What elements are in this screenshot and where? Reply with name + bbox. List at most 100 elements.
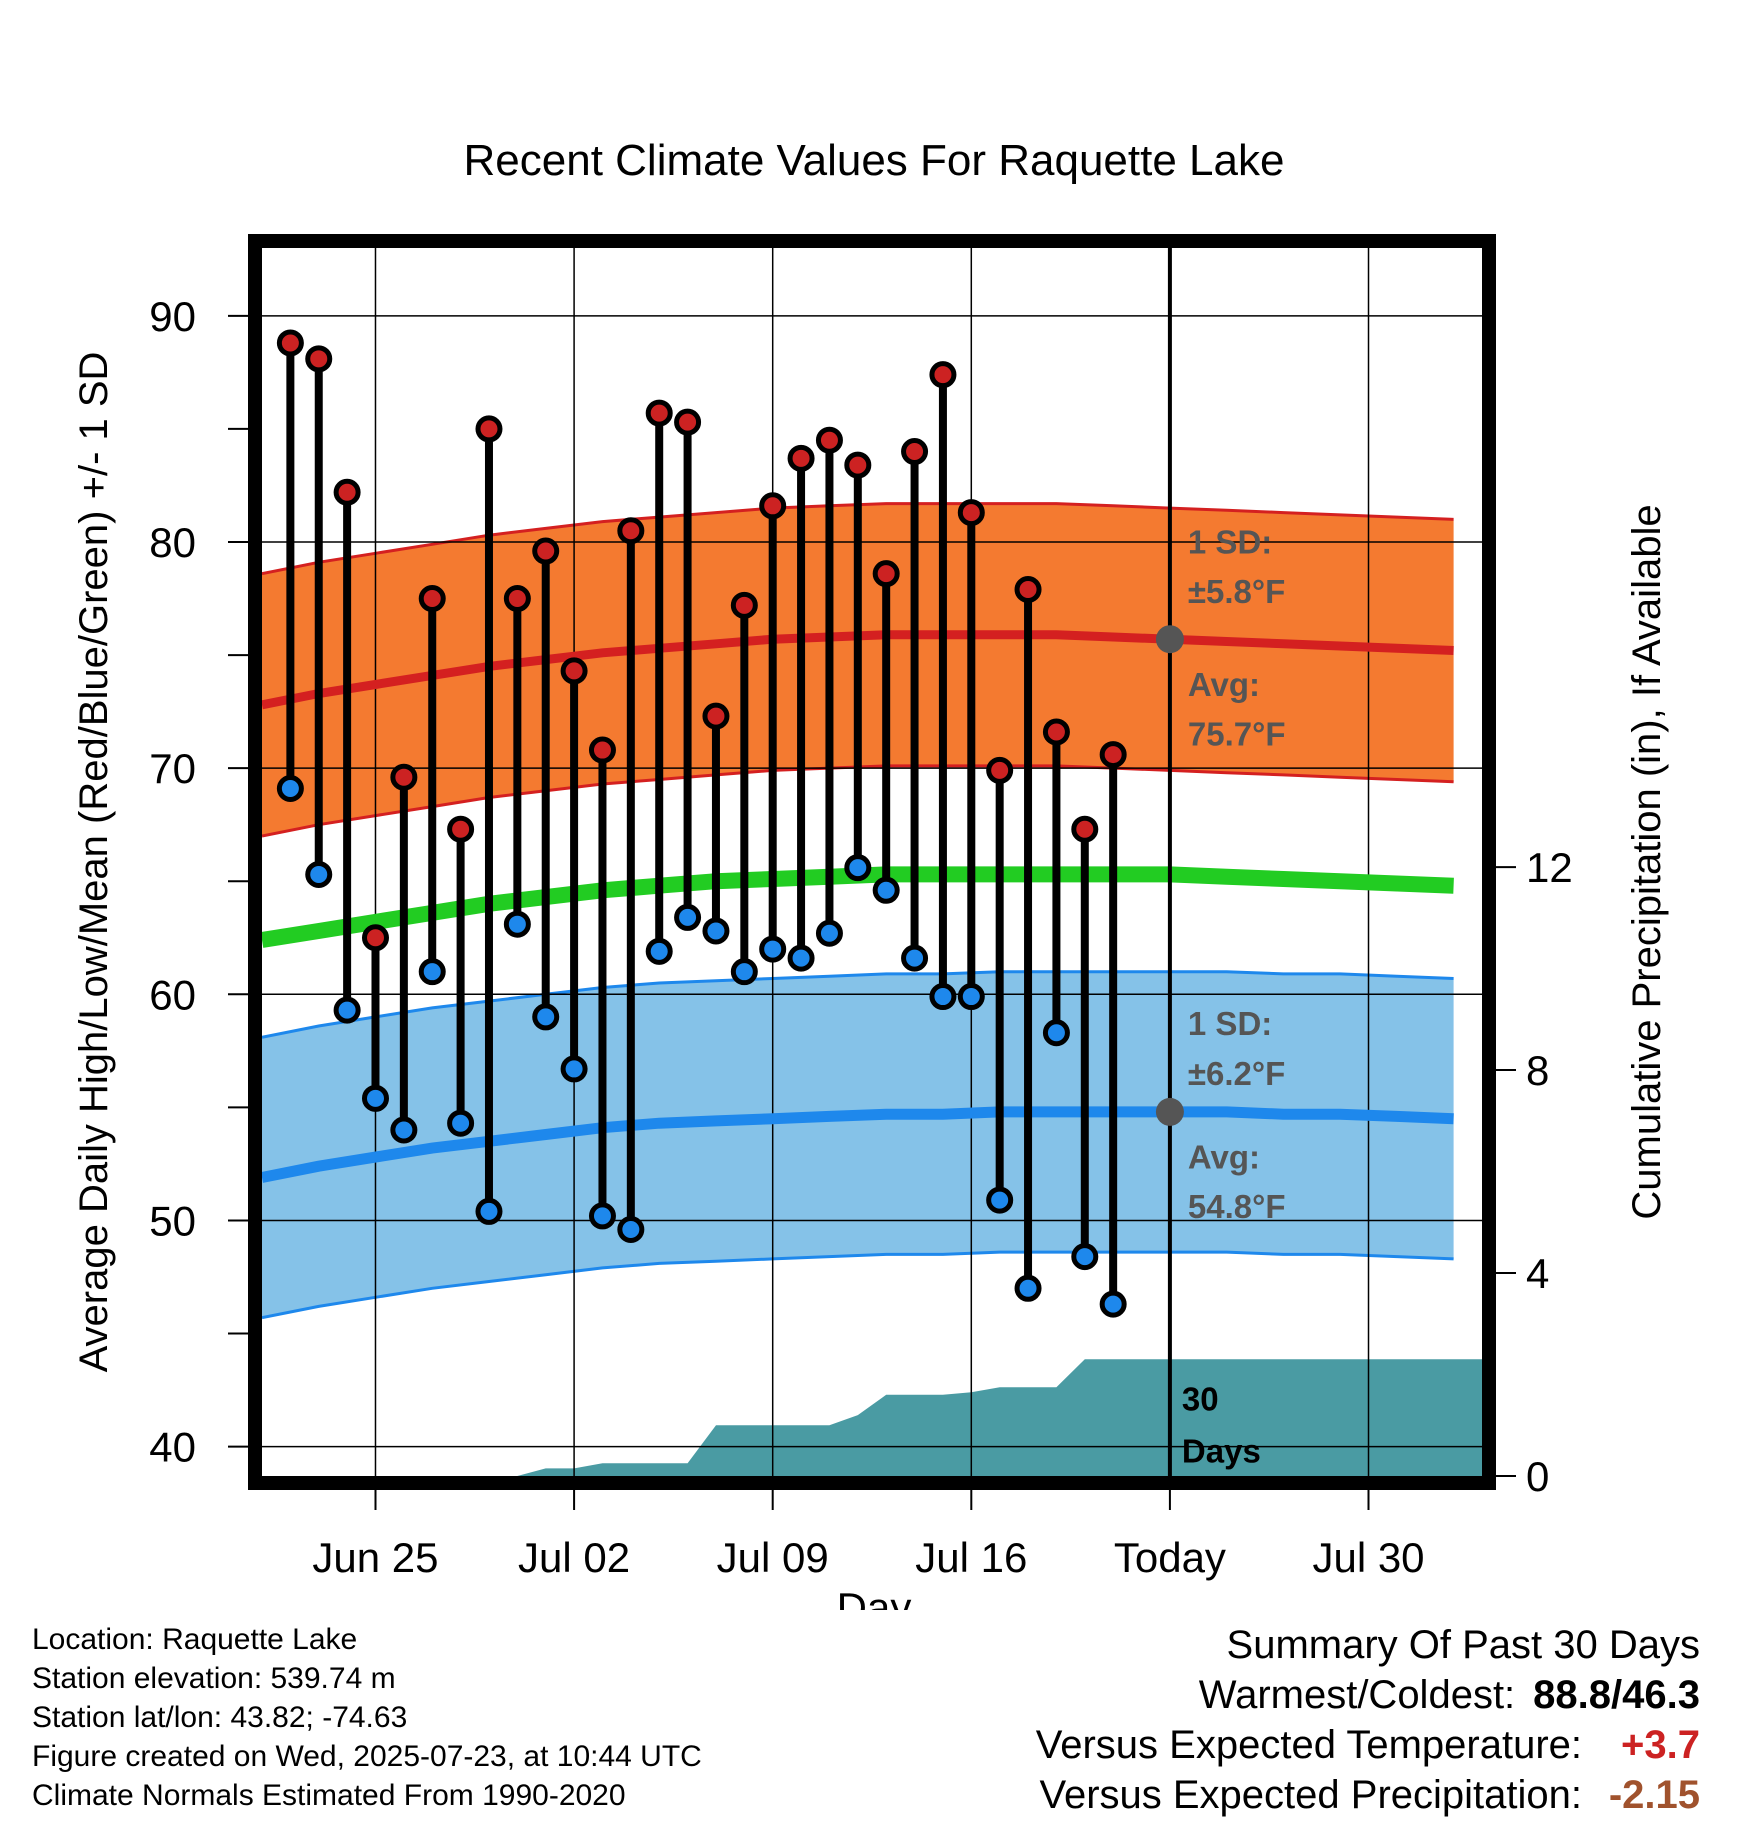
low-point [418,958,446,986]
low-point [674,903,702,931]
precip-vs-expected-value: -2.15 [1608,1773,1700,1817]
low-point [1014,1274,1042,1302]
low-point [730,958,758,986]
x-axis-label: Day [837,1584,912,1610]
low-sd-label: 1 SD: [1188,1005,1272,1042]
high-point [957,499,985,527]
low-point [447,1109,475,1137]
low-point [390,1116,418,1144]
mean-normal-line [262,866,1454,948]
high-point [815,426,843,454]
chart-title: Recent Climate Values For Raquette Lake [464,136,1285,185]
high-avg-label: Avg: [1188,666,1260,703]
high-avg-value: 75.7°F [1188,716,1286,753]
x-tick-label: Jun 25 [312,1534,438,1581]
low-point [532,1003,560,1031]
y2-axis-label: Cumulative Precipitation (in), If Availa… [1625,504,1669,1219]
low-sd-band [262,971,1454,1318]
temp-vs-expected-value: +3.7 [1621,1723,1700,1767]
summary-panel: Summary Of Past 30 Days Warmest/Coldest:… [1036,1620,1700,1820]
summary-title: Summary Of Past 30 Days [1226,1623,1700,1667]
location-text: Location: Raquette Lake [32,1623,358,1656]
high-point [361,924,389,952]
precip-vs-expected-label: Versus Expected Precipitation: [1039,1773,1582,1817]
y2-tick-label: 4 [1526,1250,1549,1297]
plot-frame [248,234,1496,1490]
low-point [901,944,929,972]
high-point [674,408,702,436]
station-info: Location: Raquette Lake Station elevatio… [32,1620,702,1815]
high-point [276,329,304,357]
low-point [475,1197,503,1225]
high-point [844,451,872,479]
low-point [787,944,815,972]
high-point [418,585,446,613]
high-point [390,763,418,791]
high-point [475,415,503,443]
low-point [305,860,333,888]
y2-tick-label: 12 [1526,844,1573,891]
y-tick-label: 70 [149,745,196,792]
low-point [276,775,304,803]
low-point [1099,1290,1127,1318]
warmest-value: 88.8/46.3 [1533,1673,1700,1717]
low-avg-label: Avg: [1188,1138,1260,1175]
low-point [588,1202,616,1230]
climate-chart: Recent Climate Values For Raquette Lake … [72,136,1669,1610]
x-tick-label: Jul 02 [518,1534,630,1581]
high-point [560,657,588,685]
low-point [957,983,985,1011]
high-sd-value: ±5.8°F [1188,573,1285,610]
high-point [503,585,531,613]
high-point [986,756,1014,784]
low-point [986,1186,1014,1214]
days-label-line2: Days [1182,1432,1261,1469]
y2-tick-label: 0 [1526,1453,1549,1500]
high-avg-marker [1155,625,1184,654]
days-label-line1: 30 [1182,1380,1219,1417]
y2-tick-label: 8 [1526,1047,1549,1094]
low-avg-marker [1155,1097,1184,1126]
created-text: Figure created on Wed, 2025-07-23, at 10… [32,1740,702,1773]
high-point [1042,718,1070,746]
high-point [872,560,900,588]
low-point [1071,1243,1099,1271]
high-point [305,345,333,373]
high-point [929,361,957,389]
latlon-text: Station lat/lon: 43.82; -74.63 [32,1701,408,1734]
y-tick-label: 80 [149,519,196,566]
high-point [901,438,929,466]
high-point [1099,741,1127,769]
low-sd-lower-edge [262,1250,1454,1320]
high-point [333,478,361,506]
x-tick-label: Today [1114,1534,1226,1581]
elevation-text: Station elevation: 539.74 m [32,1662,396,1695]
y-tick-label: 90 [149,293,196,340]
low-point [844,854,872,882]
y-tick-label: 40 [149,1424,196,1471]
high-sd-label: 1 SD: [1188,523,1272,560]
low-point [503,910,531,938]
low-point [872,876,900,904]
low-avg-value: 54.8°F [1188,1188,1286,1225]
x-tick-label: Jul 16 [915,1534,1027,1581]
summary-precip-row: Versus Expected Precipitation: -2.15 [1036,1770,1700,1820]
low-point [1042,1019,1070,1047]
high-point [1014,575,1042,603]
low-point [702,917,730,945]
x-tick-label: Jul 09 [717,1534,829,1581]
high-point [447,815,475,843]
low-point [645,937,673,965]
low-point [759,935,787,963]
y-tick-label: 50 [149,1197,196,1244]
high-point [532,537,560,565]
low-sd-value: ±6.2°F [1188,1055,1285,1092]
low-normal-line [262,1106,1454,1183]
low-point [560,1055,588,1083]
y-axis-label: Average Daily High/Low/Mean (Red/Blue/Gr… [72,352,116,1373]
high-point [702,702,730,730]
high-point [1071,815,1099,843]
high-point [730,591,758,619]
normals-text: Climate Normals Estimated From 1990-2020 [32,1779,626,1812]
high-point [588,736,616,764]
